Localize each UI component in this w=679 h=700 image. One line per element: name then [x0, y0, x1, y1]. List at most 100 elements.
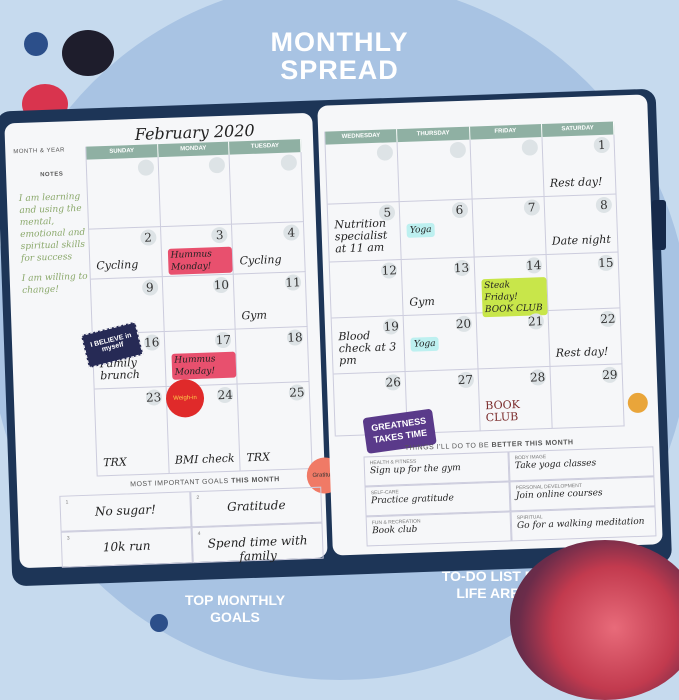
- calendar-day-cell[interactable]: 7: [472, 197, 547, 258]
- goal-text: No sugar!: [94, 502, 157, 519]
- calendar-day-cell[interactable]: [229, 152, 304, 225]
- calendar-day-cell[interactable]: 8 Date night: [544, 194, 619, 255]
- day-note: Date night: [551, 232, 612, 248]
- goals-grid: 1 No sugar! 2 Gratitude 3 10k run 4 Spend time …: [59, 486, 324, 568]
- day-note: TRX: [246, 450, 271, 465]
- calendar-day-cell[interactable]: [86, 157, 161, 230]
- day-number: 24: [216, 386, 234, 404]
- day-number: 26: [384, 374, 402, 391]
- life-area-box[interactable]: SPIRITUAL Go for a walking meditation: [510, 506, 657, 542]
- day-note: TRX: [103, 455, 127, 470]
- calendar-grid-right: WEDNESDAY THURSDAY FRIDAY SATURDAY 1 Rest day…: [324, 121, 625, 437]
- day-number: 8: [595, 196, 613, 214]
- day-note: Hummus Monday!: [171, 351, 237, 380]
- calendar-day-cell[interactable]: 12: [329, 260, 404, 319]
- day-note: Blood check at 3 pm: [338, 329, 397, 368]
- calendar-day-cell[interactable]: 21: [476, 310, 551, 370]
- day-number: 9: [141, 279, 159, 296]
- goal-box[interactable]: 4 Spend time with family: [191, 522, 324, 564]
- calendar-day-cell[interactable]: 1 Rest day!: [542, 134, 617, 198]
- calendar-day-cell[interactable]: 6 Yoga: [399, 199, 475, 261]
- day-note: Cycling: [239, 252, 282, 268]
- calendar-day-cell[interactable]: [397, 139, 473, 203]
- calendar-day-cell[interactable]: 10: [162, 274, 236, 333]
- blackberry: [62, 30, 114, 76]
- goal-text: Gratitude: [226, 497, 286, 514]
- fig-fruit: [510, 540, 679, 700]
- calendar-day-cell[interactable]: 22 Rest day!: [548, 308, 623, 367]
- day-number: 12: [381, 262, 398, 279]
- day-number: 21: [527, 313, 544, 330]
- goal-box[interactable]: 2 Gratitude: [190, 486, 323, 528]
- notes-label: NOTES: [40, 171, 64, 179]
- day-note: Yoga: [410, 336, 439, 352]
- day-number: 18: [286, 329, 304, 346]
- day-number: 28: [529, 369, 546, 386]
- day-note: BMI check: [174, 451, 235, 467]
- page-title: MONTHLY SPREAD: [270, 27, 409, 85]
- day-number: 27: [457, 371, 474, 389]
- calendar-grid-left: SUNDAY MONDAY TUESDAY 2 Cycling 3 Hummus Monda…: [85, 139, 313, 477]
- calendar-day-cell[interactable]: 28 BOOK CLUB: [478, 366, 553, 432]
- calendar-day-cell[interactable]: 29: [550, 364, 625, 429]
- day-number: 10: [213, 276, 230, 294]
- callout-goals: TOP MONTHLY GOALS: [184, 592, 286, 625]
- calendar-day-cell[interactable]: [158, 154, 233, 228]
- calendar-day-cell[interactable]: 14 Steak Friday! BOOK CLUB: [474, 254, 549, 318]
- day-number: 13: [453, 259, 470, 277]
- calendar-day-cell[interactable]: 18: [235, 327, 310, 385]
- day-note: Gym: [241, 308, 268, 323]
- day-number: [137, 159, 154, 176]
- calendar-day-cell[interactable]: 23 TRX: [94, 387, 170, 477]
- day-number: 20: [455, 315, 472, 333]
- goal-text: Spend time with family: [207, 533, 308, 564]
- day-note: Cycling: [96, 257, 139, 273]
- goal-box[interactable]: 3 10k run: [60, 527, 193, 568]
- calendar-day-cell[interactable]: 25 TRX: [237, 382, 313, 472]
- calendar-day-cell[interactable]: [470, 137, 545, 200]
- note-2: I am willing to change!: [21, 271, 88, 296]
- day-number: 23: [145, 389, 162, 406]
- day-note: Gym: [409, 294, 436, 309]
- day-number: [280, 154, 298, 171]
- calendar-day-cell[interactable]: 13 Gym: [401, 257, 477, 316]
- day-note: Rest day!: [555, 344, 609, 360]
- day-number: 6: [451, 201, 468, 219]
- goal-text: 10k run: [102, 538, 151, 555]
- callout-todo: TO-DO LIST BY LIFE AREA: [441, 568, 545, 601]
- calendar-day-cell[interactable]: [325, 142, 400, 205]
- calendar-day-cell[interactable]: 2 Cycling: [89, 227, 163, 280]
- day-note: Hummus Monday!: [167, 246, 233, 275]
- apple-drawing: [627, 392, 649, 414]
- calendar-day-cell[interactable]: 4 Cycling: [232, 222, 306, 275]
- day-number: 3: [211, 226, 228, 244]
- goal-box[interactable]: 1 No sugar!: [59, 491, 192, 532]
- day-number: 2: [139, 229, 157, 246]
- calendar-day-cell[interactable]: 3 Hummus Monday!: [160, 224, 235, 278]
- calendar-day-cell[interactable]: 5 Nutrition specialist at 11 am: [327, 202, 402, 263]
- day-number: 4: [283, 224, 300, 241]
- day-number: [521, 139, 538, 156]
- day-number: [449, 141, 466, 159]
- day-number: 16: [143, 334, 160, 351]
- life-areas-grid: HEALTH & FITNESS Sign up for the gym BODY …: [363, 446, 657, 547]
- day-number: 11: [284, 274, 302, 291]
- right-page: WEDNESDAY THURSDAY FRIDAY SATURDAY 1 Rest day…: [317, 94, 663, 556]
- day-note: Nutrition specialist at 11 am: [334, 216, 388, 256]
- month-year-label: MONTH & YEAR: [13, 147, 65, 156]
- day-number: 15: [597, 254, 615, 272]
- life-area-box[interactable]: FUN & RECREATION Book club: [365, 511, 512, 547]
- blueberry: [24, 32, 48, 56]
- day-number: 22: [599, 310, 617, 328]
- calendar-day-cell[interactable]: 11 Gym: [234, 272, 308, 330]
- day-number: 29: [601, 366, 619, 384]
- day-number: 17: [215, 331, 232, 349]
- calendar-day-cell[interactable]: 17 Hummus Monday!: [164, 329, 238, 388]
- day-number: [208, 156, 226, 174]
- calendar-day-cell[interactable]: 19 Blood check at 3 pm: [331, 315, 406, 375]
- calendar-day-cell[interactable]: 15: [546, 252, 621, 311]
- calendar-day-cell[interactable]: 20 Yoga: [403, 313, 479, 372]
- elastic-band: [652, 200, 666, 250]
- left-page: MONTH & YEAR February 2020 NOTES I am le…: [4, 112, 344, 569]
- day-number: 25: [288, 384, 306, 401]
